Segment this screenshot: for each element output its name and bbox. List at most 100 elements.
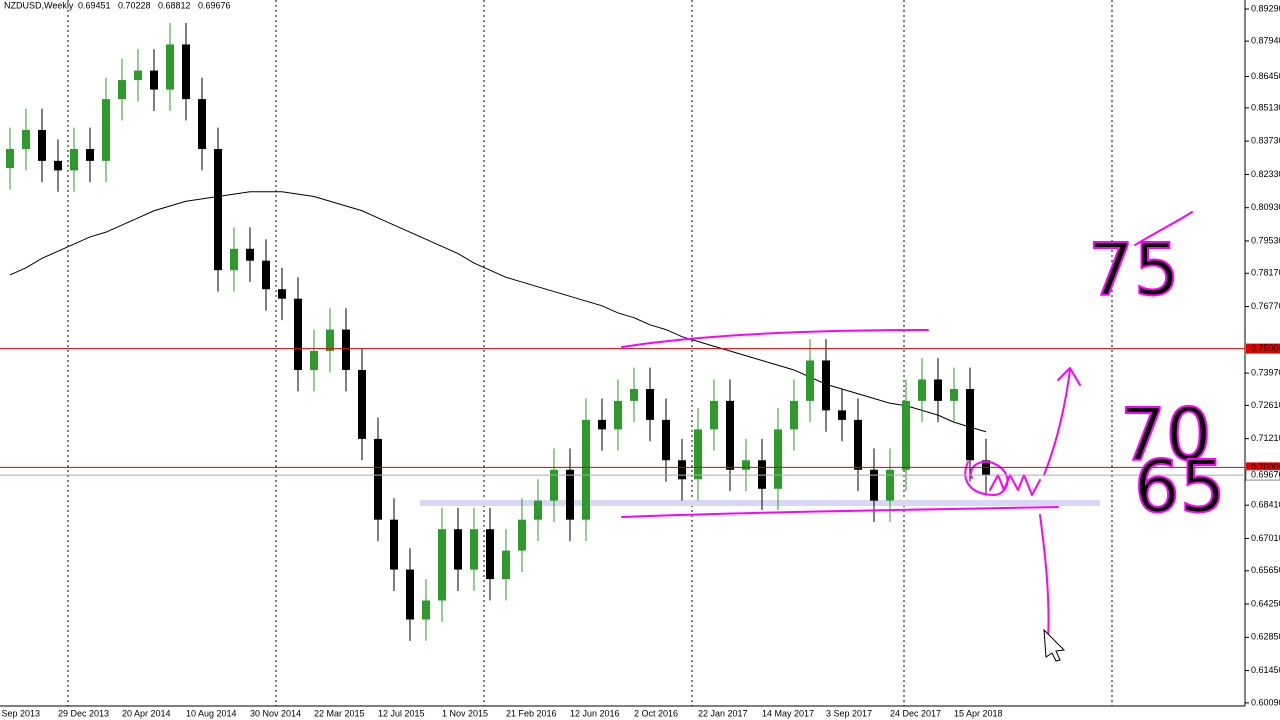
candle-body (854, 419, 862, 470)
hand-line (621, 506, 1059, 518)
candle-body (70, 148, 78, 171)
support-zone (420, 500, 1100, 506)
candle-body (582, 419, 590, 520)
x-tick-label: 14 May 2017 (762, 708, 814, 718)
candle-body (422, 600, 430, 620)
hand-scribble (989, 474, 1041, 496)
candle-body (598, 419, 606, 430)
candle-body (310, 350, 318, 370)
candle-body (614, 400, 622, 430)
hand-arrow-down (1039, 514, 1050, 641)
hand-line (621, 329, 929, 348)
candle-body (54, 160, 62, 171)
candle-body (246, 248, 254, 261)
candle-body (118, 80, 126, 100)
candle-body (534, 500, 542, 520)
cursor (1043, 628, 1066, 662)
candle-body (726, 400, 734, 470)
candle-body (630, 388, 638, 401)
x-tick-label: 2 Oct 2016 (634, 708, 678, 718)
candle-body (390, 519, 398, 570)
candle-body (486, 529, 494, 580)
current-price-tag (1245, 469, 1280, 481)
candle-body (278, 289, 286, 299)
candle-body (150, 70, 158, 90)
candle-body (774, 429, 782, 489)
x-tick-label: 20 Apr 2014 (122, 708, 171, 718)
x-tick-label: 12 Jul 2015 (378, 708, 425, 718)
x-tick-label: 30 Nov 2014 (250, 708, 301, 718)
candle-body (662, 419, 670, 461)
candle-body (758, 460, 766, 489)
x-tick-label: 9 Sep 2013 (0, 708, 40, 718)
x-tick-label: 29 Dec 2013 (58, 708, 109, 718)
chart-symbol: NZDUSD,Weekly (4, 0, 74, 10)
candle-body (374, 438, 382, 520)
header-value: 0.69451 (78, 0, 111, 10)
candle-body (518, 519, 526, 551)
hand-arrow-up (1043, 367, 1081, 476)
hand-drawings (0, 0, 1246, 707)
candle-body (214, 148, 222, 271)
candle-body (470, 529, 478, 570)
x-tick-label: 10 Aug 2014 (186, 708, 237, 718)
candle-body (166, 44, 174, 90)
candle-body (326, 329, 334, 351)
candle-body (790, 400, 798, 430)
candle-body (950, 388, 958, 401)
candle-body (406, 569, 414, 620)
candle-body (182, 44, 190, 100)
candle-body (966, 388, 974, 461)
x-tick-label: 1 Nov 2015 (442, 708, 488, 718)
candle-body (6, 148, 14, 168)
candle-body (646, 388, 654, 420)
handwritten-note: 75 (1088, 228, 1180, 312)
candle-body (934, 379, 942, 401)
candle-body (566, 469, 574, 520)
x-tick-label: 24 Dec 2017 (890, 708, 941, 718)
candle-body (38, 129, 46, 161)
candle-body (502, 550, 510, 580)
candle-body (198, 99, 206, 149)
candle-body (342, 329, 350, 370)
candle-body (86, 148, 94, 161)
header-value: 0.69676 (198, 0, 231, 10)
handwritten-note: 65 (1134, 445, 1226, 529)
current-price-label: 0.69676 (1251, 469, 1280, 479)
candle-body (134, 70, 142, 81)
handwritten-note: 70 (1120, 393, 1212, 477)
candle-body (438, 529, 446, 601)
candle-body (694, 429, 702, 480)
candle-body (918, 379, 926, 401)
candle-body (230, 248, 238, 271)
header-value: 0.68812 (158, 0, 191, 10)
x-tick-label: 3 Sep 2017 (826, 708, 872, 718)
candle-body (838, 410, 846, 420)
x-tick-label: 22 Jan 2017 (698, 708, 748, 718)
header-value: 0.70228 (118, 0, 151, 10)
candle-body (550, 469, 558, 501)
candle-body (102, 99, 110, 161)
x-tick-label: 21 Feb 2016 (506, 708, 557, 718)
candle-body (902, 400, 910, 470)
x-tick-label: 22 Mar 2015 (314, 708, 365, 718)
